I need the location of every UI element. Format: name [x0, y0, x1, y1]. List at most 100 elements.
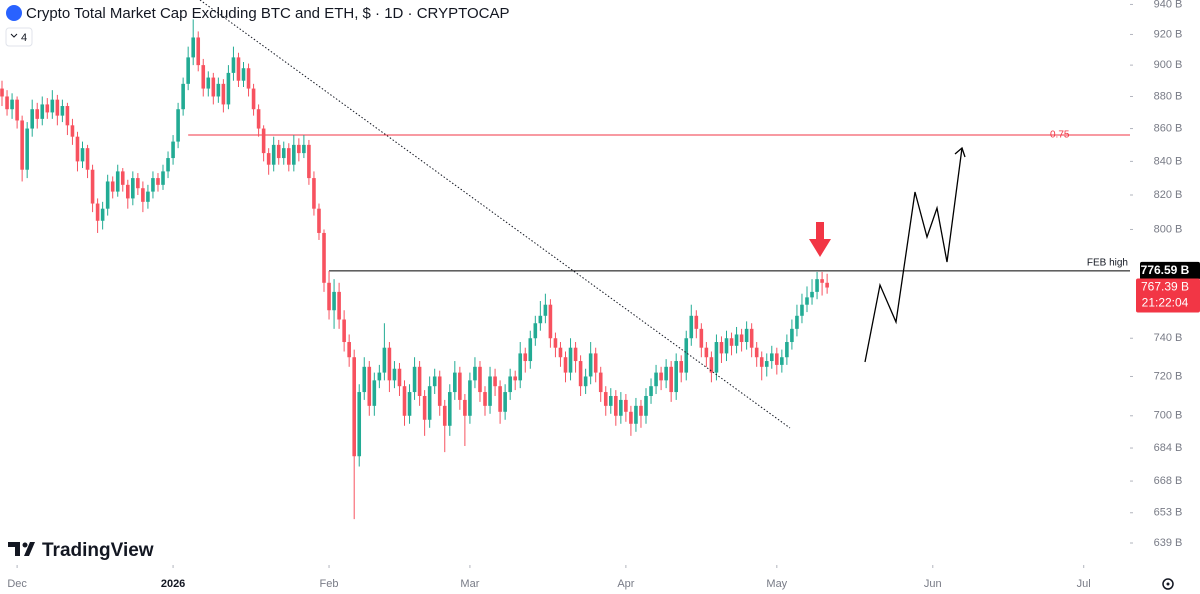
candle-body	[292, 144, 296, 165]
candle-body	[60, 106, 65, 116]
candle-body	[800, 304, 804, 316]
candle-body	[503, 392, 507, 412]
candle-body	[473, 366, 477, 381]
candle-body	[583, 376, 588, 387]
candle-body	[20, 120, 24, 170]
y-tick-label: 920 B	[1154, 28, 1183, 40]
candle-body	[337, 291, 341, 320]
candle-body	[518, 353, 523, 381]
x-tick-label: Dec	[7, 578, 27, 590]
candle-body	[769, 353, 774, 362]
candle-body	[171, 141, 175, 159]
y-tick-label: 940 B	[1154, 0, 1183, 10]
candle-body	[181, 83, 185, 110]
candle-body	[357, 392, 362, 457]
candle-body	[820, 279, 824, 283]
x-tick-label: Jul	[1077, 578, 1091, 590]
candle-body	[327, 282, 331, 311]
candle-body	[342, 319, 346, 343]
x-tick-label: Apr	[617, 578, 634, 590]
y-tick-label: 900 B	[1154, 59, 1183, 71]
settings-icon[interactable]	[1162, 578, 1174, 590]
candle-body	[392, 368, 397, 381]
candle-body	[317, 208, 321, 233]
candle-body	[146, 191, 150, 202]
candle-body	[85, 148, 90, 170]
candle-body	[538, 315, 543, 324]
candle-body	[684, 338, 689, 373]
candle-body	[553, 338, 558, 348]
candle-body	[598, 372, 603, 393]
candle-body	[347, 342, 351, 358]
candle-body	[407, 392, 412, 416]
candle-body	[90, 169, 95, 204]
level-price-label: 776.59 B	[1141, 263, 1190, 277]
level-price-box	[1140, 261, 1200, 280]
level-name: FEB high	[1087, 258, 1128, 269]
indicator-box[interactable]	[5, 27, 33, 47]
candle-body	[271, 144, 276, 165]
candle-body	[186, 57, 190, 84]
candle-body	[775, 353, 779, 365]
candle-body	[352, 357, 356, 457]
candle-body	[322, 232, 326, 283]
candle-body	[367, 366, 372, 406]
candle-body	[453, 372, 457, 393]
candle-body	[191, 37, 195, 58]
candle-body	[70, 125, 75, 137]
candle-body	[221, 83, 226, 105]
candle-body	[714, 342, 719, 373]
candle-body	[377, 372, 382, 381]
plot-area	[0, 3, 1133, 568]
y-tick-label: 800 B	[1154, 223, 1183, 235]
candle-body	[226, 72, 231, 105]
candle-body	[619, 399, 623, 416]
candle-body	[608, 395, 613, 406]
candle-body	[266, 153, 271, 165]
candle-body	[458, 372, 462, 400]
candle-body	[156, 178, 160, 185]
candle-body	[382, 347, 387, 373]
candle-body	[795, 315, 799, 329]
candle-body	[206, 77, 211, 89]
candle-body	[749, 328, 754, 348]
candle-body	[558, 347, 563, 358]
candle-body	[729, 338, 734, 346]
y-tick-label: 653 B	[1154, 507, 1183, 519]
candle-body	[387, 347, 392, 381]
candle-body	[442, 405, 447, 426]
candle-body	[724, 338, 729, 354]
candle-body	[95, 203, 100, 221]
candle-body	[644, 395, 648, 416]
candle-body	[528, 338, 533, 362]
candle-body	[447, 392, 452, 426]
last-price-box	[1136, 278, 1200, 313]
candle-body	[196, 37, 201, 66]
candle-body	[563, 357, 568, 373]
candle-body	[402, 386, 407, 416]
trend-line	[199, 0, 791, 429]
candle-body	[573, 347, 578, 362]
candle-body	[151, 178, 155, 192]
candle-body	[5, 96, 9, 110]
candle-body	[397, 368, 402, 387]
candle-body	[75, 136, 80, 162]
countdown: 21:22:04	[1142, 296, 1189, 310]
candle-body	[261, 128, 266, 154]
candle-body	[483, 392, 487, 406]
y-tick-label: 820 B	[1154, 189, 1183, 201]
x-tick-label: May	[766, 578, 787, 590]
projection-path	[864, 147, 963, 363]
candle-body	[634, 405, 638, 424]
candle-body	[105, 181, 110, 209]
candle-body	[166, 158, 170, 172]
candle-body	[65, 106, 70, 126]
candle-body	[754, 347, 759, 358]
candle-body	[372, 380, 377, 406]
chart-title: Crypto Total Market Cap Excluding BTC an…	[26, 5, 510, 22]
candle-body	[432, 376, 437, 387]
candle-body	[125, 184, 130, 199]
candle-body	[302, 144, 306, 154]
candle-body	[216, 83, 221, 97]
